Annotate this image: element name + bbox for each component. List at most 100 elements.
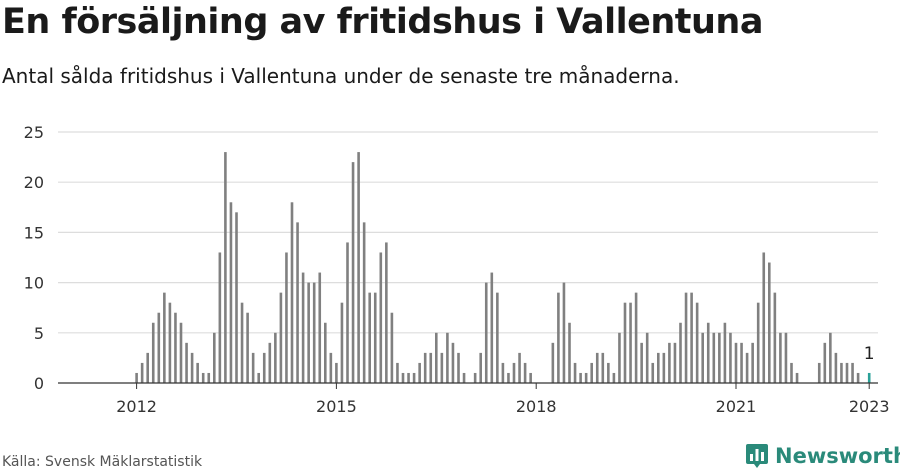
bar <box>512 362 516 383</box>
bar <box>490 272 494 383</box>
bar <box>645 332 649 383</box>
bar <box>817 362 821 383</box>
bar <box>573 362 577 383</box>
bar <box>151 322 155 383</box>
bar <box>457 352 460 383</box>
bar <box>224 152 227 383</box>
bar <box>185 342 188 383</box>
bar <box>479 352 482 383</box>
bar <box>179 322 183 383</box>
bar <box>523 362 527 383</box>
bar <box>679 322 682 383</box>
bar <box>595 352 599 383</box>
bar <box>684 292 688 383</box>
bar <box>851 362 854 383</box>
bar <box>301 272 305 383</box>
bar-chart: 0 5 10 15 20 25 2012 2015 2018 2021 2023 1 <box>24 123 890 416</box>
bar <box>146 352 149 383</box>
bar <box>601 352 605 383</box>
bar <box>346 242 349 383</box>
bar <box>790 362 793 383</box>
bar <box>712 332 716 383</box>
bar <box>784 332 788 383</box>
bar <box>257 372 260 383</box>
bar <box>435 332 438 383</box>
y-tick-label: 10 <box>24 274 44 293</box>
bar <box>401 372 405 383</box>
bar <box>751 342 754 383</box>
bar <box>368 292 371 383</box>
bar <box>507 372 510 383</box>
bar <box>662 352 666 383</box>
bar <box>290 202 294 383</box>
bar <box>579 372 582 383</box>
bar <box>668 342 671 383</box>
bar <box>756 302 760 383</box>
bar <box>196 362 199 383</box>
x-tick-label: 2012 <box>116 397 157 416</box>
bar <box>557 292 560 383</box>
bar <box>584 372 588 383</box>
bar <box>174 312 177 383</box>
bar <box>362 222 366 383</box>
bar <box>168 302 172 383</box>
bar <box>274 332 277 383</box>
y-tick-label: 5 <box>34 324 44 343</box>
bar <box>773 292 777 383</box>
bar <box>723 322 727 383</box>
brand-logo: Newsworthy <box>745 443 900 469</box>
bar <box>706 322 710 383</box>
bar <box>673 342 677 383</box>
bar <box>729 332 732 383</box>
bar <box>324 322 327 383</box>
bar <box>834 352 838 383</box>
bar <box>734 342 738 383</box>
bar <box>779 332 782 383</box>
bar <box>473 372 477 383</box>
bar <box>518 352 521 383</box>
bar <box>795 372 799 383</box>
bar <box>529 372 532 383</box>
bar <box>640 342 643 383</box>
bar <box>762 252 766 383</box>
bar <box>412 372 416 383</box>
bar <box>745 352 749 383</box>
x-tick-label: 2015 <box>316 397 357 416</box>
bar <box>651 362 655 383</box>
bar <box>140 362 144 383</box>
bar <box>218 252 222 383</box>
bar <box>718 332 721 383</box>
bar <box>307 282 310 383</box>
bar <box>268 342 272 383</box>
bar <box>590 362 593 383</box>
bar <box>695 302 699 383</box>
bar <box>484 282 488 383</box>
y-tick-label: 15 <box>24 223 44 242</box>
brand-name: Newsworthy <box>775 444 900 468</box>
bar <box>357 152 360 383</box>
bar <box>612 372 616 383</box>
bar <box>396 362 399 383</box>
bar <box>201 372 205 383</box>
y-tick-label: 25 <box>24 123 44 142</box>
bar <box>657 352 660 383</box>
bar <box>163 292 166 383</box>
bar <box>279 292 283 383</box>
bar <box>634 292 638 383</box>
bar <box>740 342 743 383</box>
bar <box>701 332 704 383</box>
bar <box>618 332 621 383</box>
bar <box>690 292 693 383</box>
bar <box>157 312 161 383</box>
bar <box>446 332 449 383</box>
bar <box>251 352 255 383</box>
chart-subtitle: Antal sålda fritidshus i Vallentuna unde… <box>2 64 680 88</box>
bar <box>262 352 266 383</box>
bar <box>312 282 316 383</box>
x-tick-label: 2018 <box>516 397 557 416</box>
y-tick-label: 0 <box>34 374 44 393</box>
newsworthy-logo-icon <box>746 444 768 468</box>
bar <box>501 362 505 383</box>
bar <box>840 362 843 383</box>
x-tick-label: 2023 <box>849 397 890 416</box>
